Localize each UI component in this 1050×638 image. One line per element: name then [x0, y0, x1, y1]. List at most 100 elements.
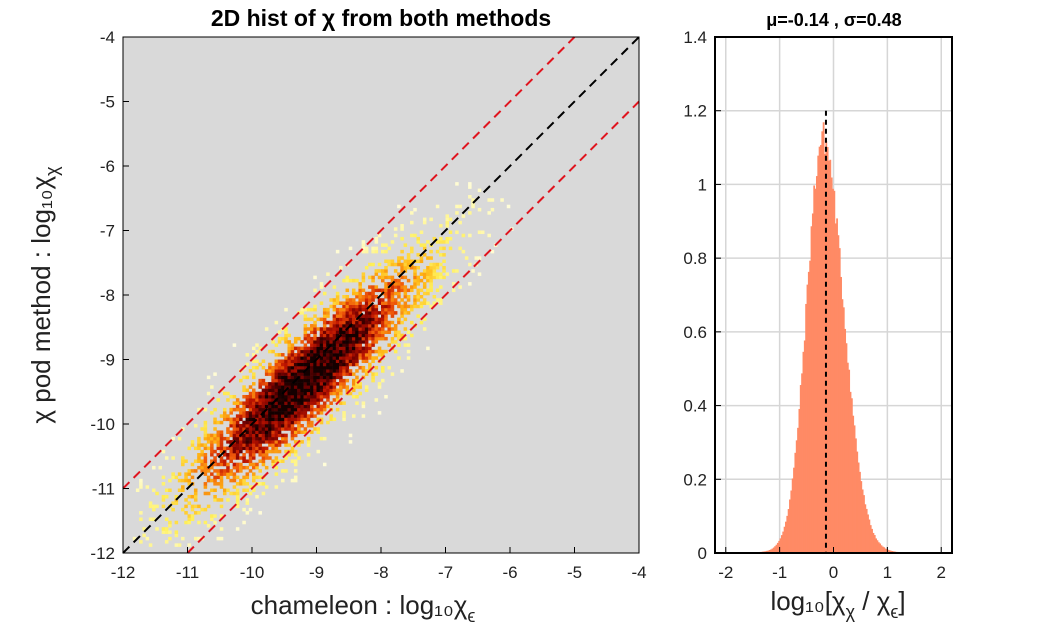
heatmap-cell: [390, 298, 395, 302]
histogram-bar: [828, 160, 830, 553]
heatmap-cell: [355, 278, 359, 283]
heatmap-cell: [310, 404, 314, 409]
heatmap-cell: [258, 382, 262, 386]
heatmap-cell: [277, 443, 282, 447]
heatmap-cell: [416, 298, 420, 302]
heatmap-cell: [219, 456, 224, 460]
heatmap-cell: [252, 388, 256, 393]
heatmap-cell: [306, 375, 311, 380]
heatmap-cell: [284, 385, 288, 389]
heatmap-cell: [290, 346, 295, 351]
histogram-bar: [890, 550, 892, 553]
heatmap-cell: [258, 453, 262, 457]
heatmap-cell: [290, 411, 295, 415]
heatmap-cell: [200, 462, 204, 467]
heatmap-cell: [293, 336, 298, 341]
heatmap-cell: [274, 433, 279, 438]
heatmap-cell: [487, 211, 491, 215]
heatmap-cell: [177, 478, 182, 483]
heatmap-cell: [358, 295, 362, 299]
heatmap-cell: [416, 314, 420, 318]
heatmap-x-axis-label: chameleon : log₁₀χϵ: [251, 590, 476, 626]
heatmap-cell: [245, 475, 250, 480]
heatmap-cell: [261, 446, 266, 451]
heatmap-cell: [342, 382, 346, 386]
heatmap-cell: [206, 478, 211, 483]
heatmap-cell: [313, 388, 317, 393]
heatmap-cell: [245, 417, 250, 422]
heatmap-cell: [252, 375, 256, 380]
heatmap-cell: [284, 398, 288, 402]
heatmap-cell: [303, 417, 308, 422]
heatmap-cell: [242, 433, 246, 438]
heatmap-cell: [358, 317, 362, 322]
histogram-x-tick-label: -2: [718, 563, 733, 582]
heatmap-cell: [245, 430, 250, 434]
heatmap-cell: [458, 220, 462, 225]
heatmap-cell: [235, 430, 240, 434]
heatmap-cell: [235, 433, 240, 438]
heatmap-cell: [377, 336, 382, 341]
heatmap-cell: [310, 382, 314, 386]
heatmap-cell: [252, 430, 256, 434]
heatmap-cell: [216, 446, 221, 451]
histogram-bar: [865, 508, 868, 553]
heatmap-cell: [197, 443, 201, 447]
histogram-bar: [778, 540, 781, 553]
heatmap-cell: [281, 469, 285, 473]
heatmap-cell: [348, 369, 353, 373]
heatmap-cell: [306, 440, 311, 444]
heatmap-cell: [271, 372, 275, 376]
heatmap-cell: [290, 372, 295, 376]
heatmap-cell: [435, 262, 440, 267]
heatmap-cell: [422, 298, 427, 302]
heatmap-cell: [184, 472, 188, 476]
heatmap-cell: [258, 427, 262, 431]
heatmap-cell: [258, 385, 262, 389]
heatmap-cell: [300, 401, 304, 405]
heatmap-cell: [303, 407, 308, 412]
heatmap-cell: [255, 436, 259, 441]
heatmap-cell: [390, 327, 395, 331]
heatmap-cell: [406, 304, 411, 309]
heatmap-cell: [219, 446, 224, 451]
heatmap-cell: [400, 314, 404, 318]
heatmap-cell: [164, 530, 169, 534]
reference-line: [186, 100, 640, 554]
heatmap-cell: [271, 340, 275, 344]
heatmap-cell: [406, 298, 411, 302]
heatmap-cell: [261, 424, 266, 428]
heatmap-cell: [355, 314, 359, 318]
heatmap-cell: [387, 246, 391, 251]
heatmap-cell: [342, 365, 346, 370]
heatmap-cell: [345, 388, 350, 393]
heatmap-cell: [219, 478, 224, 483]
heatmap-cell: [455, 211, 459, 215]
heatmap-cell: [300, 346, 304, 351]
heatmap-cell: [293, 462, 298, 467]
heatmap-cell: [313, 365, 317, 370]
heatmap-cell: [261, 365, 266, 370]
heatmap-cell: [284, 336, 288, 341]
heatmap-cell: [252, 411, 256, 415]
heatmap-cell: [390, 262, 395, 267]
heatmap-cell: [229, 411, 233, 415]
heatmap-cell: [306, 372, 311, 376]
heatmap-cell: [326, 343, 330, 347]
heatmap-cell: [403, 262, 408, 267]
heatmap-title: 2D hist of χ from both methods: [211, 5, 551, 31]
heatmap-cell: [319, 301, 324, 305]
heatmap-cell: [355, 320, 359, 325]
heatmap-cell: [235, 504, 240, 509]
histogram-bar: [837, 235, 840, 553]
heatmap-cell: [345, 320, 350, 325]
heatmap-cell: [210, 465, 214, 470]
histogram-bar: [879, 543, 882, 553]
heatmap-cell: [364, 372, 369, 376]
heatmap-cell: [258, 440, 262, 444]
heatmap-cell: [377, 385, 382, 389]
heatmap-cell: [400, 256, 404, 260]
heatmap-cell: [422, 301, 427, 305]
heatmap-cell: [377, 382, 382, 386]
heatmap-cell: [274, 353, 279, 357]
